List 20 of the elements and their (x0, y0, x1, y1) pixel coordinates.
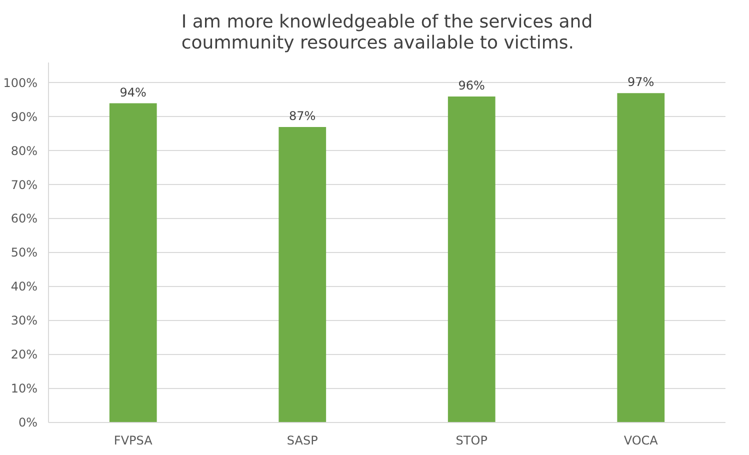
y-tick-label: 70% (10, 178, 38, 192)
y-tick-label: 40% (10, 280, 38, 294)
data-label: 96% (458, 78, 485, 92)
chart-title: I am more knowledgeable of the services and coummunity resources available to victims. (181, 12, 593, 54)
x-tick-label: VOCA (624, 434, 659, 448)
data-label: 97% (628, 75, 654, 90)
y-tick-label: 10% (10, 382, 38, 396)
x-tick-label: FVPSA (114, 434, 154, 448)
y-tick-label: 90% (10, 110, 38, 124)
y-tick-label: 100% (3, 76, 38, 90)
y-tick-label: 20% (10, 348, 38, 362)
y-tick-label: 0% (18, 416, 38, 430)
data-label: 94% (120, 85, 146, 100)
y-tick-label: 30% (10, 314, 38, 328)
x-tick-label: STOP (456, 434, 488, 448)
y-tick-label: 80% (10, 144, 38, 158)
data-label: 87% (289, 109, 316, 124)
y-tick-label: 60% (10, 212, 38, 226)
y-tick-label: 50% (10, 246, 38, 260)
x-tick-label: SASP (286, 434, 318, 448)
